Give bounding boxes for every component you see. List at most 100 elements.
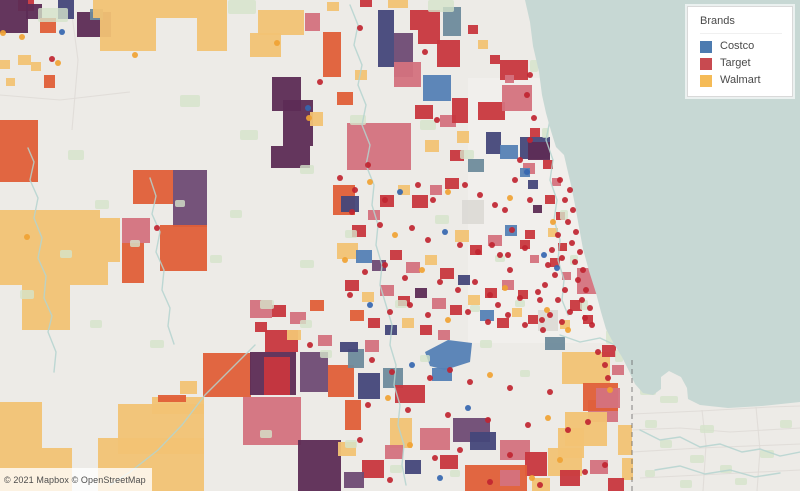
census-tract[interactable]	[618, 425, 632, 455]
census-tract[interactable]	[470, 432, 496, 450]
census-tract[interactable]	[100, 18, 156, 51]
store-dot-target[interactable]	[565, 427, 571, 433]
census-tract[interactable]	[443, 7, 461, 36]
store-dot-walmart[interactable]	[392, 232, 398, 238]
census-tract[interactable]	[122, 243, 144, 283]
store-dot-target[interactable]	[559, 255, 565, 261]
legend-item-costco[interactable]: Costco	[700, 40, 782, 53]
store-dot-target[interactable]	[565, 219, 571, 225]
census-tract[interactable]	[158, 395, 186, 402]
census-tract[interactable]	[395, 385, 425, 403]
store-dot-walmart[interactable]	[544, 307, 550, 313]
census-tract[interactable]	[518, 290, 528, 299]
store-dot-walmart[interactable]	[557, 457, 563, 463]
store-dot-target[interactable]	[583, 287, 589, 293]
census-tract[interactable]	[608, 478, 624, 491]
store-dot-walmart[interactable]	[55, 60, 61, 66]
census-tract[interactable]	[440, 268, 454, 279]
census-tract[interactable]	[502, 85, 532, 111]
census-tract[interactable]	[612, 365, 624, 375]
store-dot-walmart[interactable]	[306, 115, 312, 121]
store-dot-target[interactable]	[524, 92, 530, 98]
store-dot-walmart[interactable]	[507, 195, 513, 201]
census-tract[interactable]	[197, 18, 227, 51]
store-dot-target[interactable]	[467, 379, 473, 385]
store-dot-target[interactable]	[349, 209, 355, 215]
census-tract[interactable]	[287, 330, 301, 340]
census-tract[interactable]	[410, 10, 440, 30]
census-tract[interactable]	[412, 195, 428, 208]
census-tract[interactable]	[596, 388, 620, 408]
store-dot-target[interactable]	[595, 349, 601, 355]
store-dot-target[interactable]	[579, 297, 585, 303]
store-dot-target[interactable]	[49, 56, 55, 62]
store-dot-target[interactable]	[562, 287, 568, 293]
store-dot-walmart[interactable]	[24, 234, 30, 240]
census-tract[interactable]	[0, 60, 10, 69]
store-dot-target[interactable]	[542, 282, 548, 288]
store-dot-target[interactable]	[507, 267, 513, 273]
store-dot-target[interactable]	[369, 357, 375, 363]
store-dot-target[interactable]	[535, 289, 541, 295]
census-tract[interactable]	[450, 150, 464, 161]
store-dot-target[interactable]	[402, 275, 408, 281]
store-dot-target[interactable]	[522, 245, 528, 251]
store-dot-target[interactable]	[555, 297, 561, 303]
census-tract[interactable]	[372, 260, 386, 271]
store-dot-target[interactable]	[507, 385, 513, 391]
census-tract[interactable]	[425, 255, 437, 265]
store-dot-target[interactable]	[430, 197, 436, 203]
census-tract[interactable]	[425, 140, 439, 152]
census-tract[interactable]	[118, 404, 204, 454]
census-tract[interactable]	[0, 0, 28, 33]
census-tract[interactable]	[457, 131, 469, 143]
census-tract[interactable]	[455, 230, 469, 242]
census-tract[interactable]	[502, 280, 514, 290]
census-tract[interactable]	[425, 340, 472, 370]
census-tract[interactable]	[344, 472, 364, 488]
census-tract[interactable]	[345, 280, 359, 291]
store-dot-costco[interactable]	[397, 189, 403, 195]
store-dot-target[interactable]	[570, 207, 576, 213]
census-tract[interactable]	[500, 470, 520, 486]
store-dot-target[interactable]	[434, 117, 440, 123]
store-dot-target[interactable]	[582, 315, 588, 321]
census-tract[interactable]	[438, 330, 450, 340]
store-dot-target[interactable]	[495, 302, 501, 308]
census-tract[interactable]	[327, 2, 339, 11]
store-dot-target[interactable]	[382, 262, 388, 268]
store-dot-target[interactable]	[527, 72, 533, 78]
census-tract[interactable]	[300, 352, 328, 392]
census-tract[interactable]	[452, 98, 468, 123]
store-dot-target[interactable]	[472, 279, 478, 285]
census-tract[interactable]	[122, 218, 150, 243]
census-tract[interactable]	[415, 288, 427, 298]
census-tract[interactable]	[458, 275, 470, 285]
store-dot-target[interactable]	[605, 375, 611, 381]
store-dot-walmart[interactable]	[502, 285, 508, 291]
store-dot-target[interactable]	[552, 272, 558, 278]
census-tract[interactable]	[360, 0, 372, 7]
store-dot-target[interactable]	[527, 197, 533, 203]
census-tract[interactable]	[355, 70, 367, 80]
census-tract[interactable]	[486, 132, 501, 154]
store-dot-target[interactable]	[575, 277, 581, 283]
census-tract[interactable]	[418, 30, 440, 44]
store-dot-target[interactable]	[517, 157, 523, 163]
census-tract[interactable]	[570, 300, 582, 311]
census-tract[interactable]	[602, 345, 616, 357]
store-dot-target[interactable]	[547, 312, 553, 318]
store-dot-target[interactable]	[527, 137, 533, 143]
store-dot-walmart[interactable]	[487, 372, 493, 378]
store-dot-target[interactable]	[502, 207, 508, 213]
store-dot-target[interactable]	[409, 225, 415, 231]
census-tract[interactable]	[450, 305, 462, 315]
store-dot-target[interactable]	[585, 419, 591, 425]
census-tract[interactable]	[525, 452, 547, 476]
store-dot-costco[interactable]	[442, 229, 448, 235]
store-dot-costco[interactable]	[541, 252, 547, 258]
census-tract[interactable]	[272, 305, 286, 317]
census-tract[interactable]	[560, 320, 570, 329]
store-dot-target[interactable]	[389, 369, 395, 375]
store-dot-walmart[interactable]	[19, 34, 25, 40]
